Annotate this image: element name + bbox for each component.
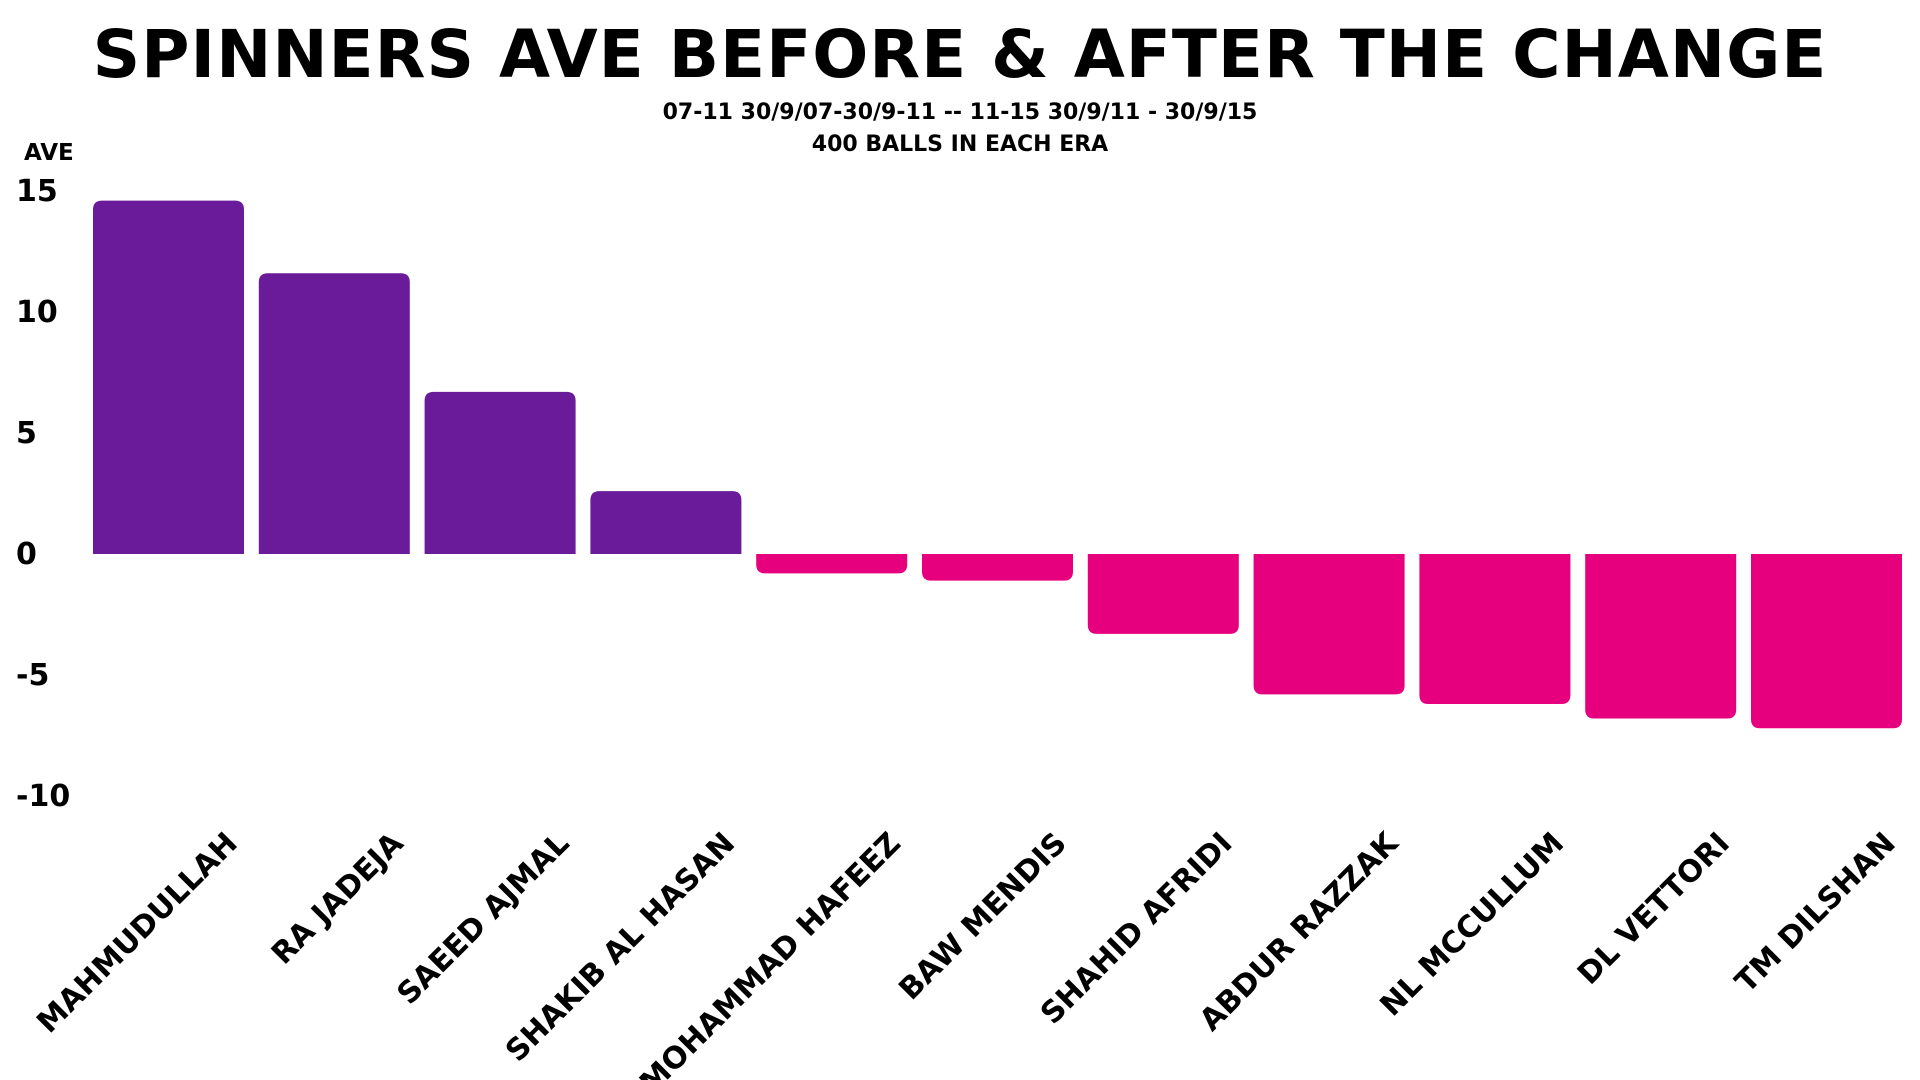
x-tick-label: DL VETTORI <box>1571 826 1737 992</box>
x-tick-label: SAEED AJMAL <box>390 826 576 1012</box>
bar-tm-dilshan <box>1751 554 1902 729</box>
bar-mohammad-hafeez <box>756 554 908 574</box>
x-tick-label: BAW MENDIS <box>892 826 1073 1007</box>
chart-subtitle-line-1: 07-11 30/9/07-30/9-11 -- 11-15 30/9/11 -… <box>662 100 1258 125</box>
y-axis-label: AVE <box>24 140 74 166</box>
bar-dl-vettori <box>1585 554 1737 719</box>
y-axis: AVE 15 10 5 0 -5 -10 <box>16 140 74 814</box>
bar-shakib-al-hasan <box>590 491 742 554</box>
x-tick-label: NL MCCULLUM <box>1374 826 1571 1023</box>
bars <box>93 200 1902 729</box>
y-tick-label: 10 <box>16 295 58 330</box>
y-tick-label: 15 <box>16 174 58 209</box>
x-tick-label: RA JADEJA <box>265 825 411 971</box>
bar-ra-jadeja <box>258 273 410 554</box>
chart-title: SPINNERS AVE BEFORE & AFTER THE CHANGE <box>92 16 1828 93</box>
bar-abdur-razzak <box>1253 554 1405 695</box>
x-tick-label: TM DILSHAN <box>1729 826 1903 1000</box>
bar-mahmudullah <box>93 200 244 554</box>
bar-saeed-ajmal <box>424 391 576 554</box>
chart-subtitle-line-2: 400 BALLS IN EACH ERA <box>811 132 1109 157</box>
y-tick-label: -10 <box>16 779 70 814</box>
bar-shahid-afridi <box>1087 554 1239 634</box>
bar-baw-mendis <box>922 554 1073 581</box>
bar-nl-mccullum <box>1419 554 1571 705</box>
x-tick-label: MAHMUDULLAH <box>30 826 244 1040</box>
y-tick-label: -5 <box>16 658 49 693</box>
y-tick-label: 5 <box>16 416 37 451</box>
y-tick-label: 0 <box>16 537 37 572</box>
x-tick-label: MOHAMMAD HAFEEZ <box>633 826 908 1080</box>
